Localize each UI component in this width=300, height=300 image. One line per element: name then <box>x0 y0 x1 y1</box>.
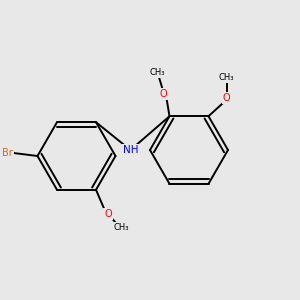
Text: O: O <box>104 209 112 219</box>
Text: Br: Br <box>2 148 13 158</box>
Text: NH: NH <box>123 145 138 155</box>
Text: O: O <box>160 89 167 99</box>
Text: CH₃: CH₃ <box>219 73 234 82</box>
Text: O: O <box>223 93 230 103</box>
Text: CH₃: CH₃ <box>150 68 165 77</box>
Text: CH₃: CH₃ <box>114 223 129 232</box>
